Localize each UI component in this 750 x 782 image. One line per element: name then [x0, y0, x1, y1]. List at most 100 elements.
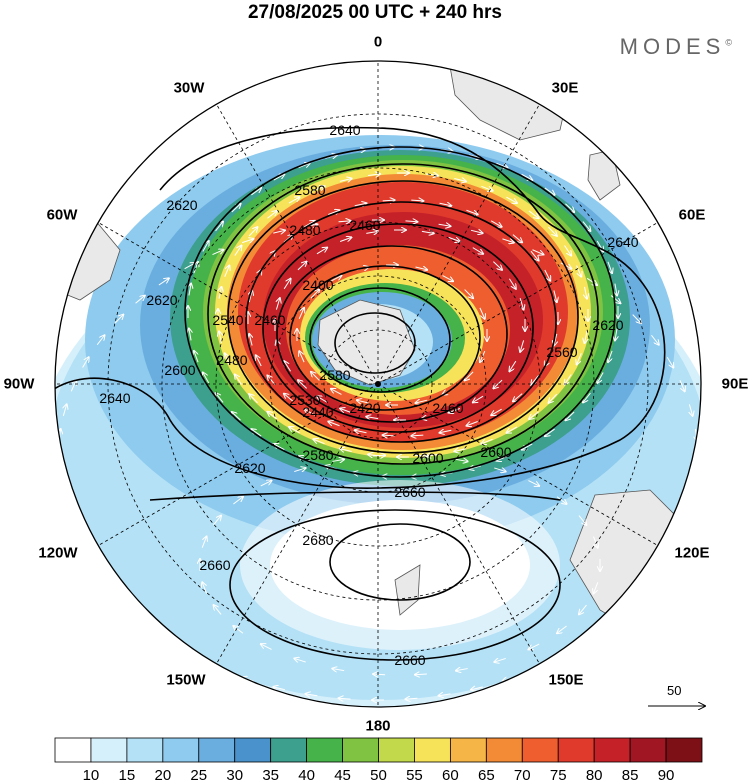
wind-vector — [71, 529, 77, 540]
wind-vector — [215, 222, 223, 232]
wind-vector — [565, 374, 572, 384]
contour-label: 2400 — [302, 277, 333, 293]
wind-vector — [354, 203, 367, 206]
lon-label-150e: 150E — [548, 671, 584, 689]
wind-vector — [442, 275, 454, 282]
colorbar-tick-label: 85 — [622, 767, 639, 782]
wind-vector — [565, 411, 575, 420]
lon-label-120e: 120E — [674, 544, 710, 562]
wind-vector — [611, 616, 621, 625]
wind-vector — [289, 427, 300, 434]
wind-vector — [235, 374, 242, 385]
colorbar-tick-label: 20 — [154, 767, 171, 782]
wind-vector — [373, 455, 385, 456]
wind-vector — [382, 200, 395, 201]
wind-vector — [276, 298, 279, 310]
contour-label-text: 2530 — [289, 392, 320, 408]
wind-vector — [219, 331, 221, 344]
wind-vector — [578, 515, 587, 525]
colorbar-tick-label: 75 — [550, 767, 567, 782]
colorbar-tick-label: 15 — [119, 767, 136, 782]
wind-vector — [679, 380, 685, 391]
wind-vector — [63, 504, 66, 516]
wind-vector — [339, 237, 351, 242]
wind-vector — [82, 357, 89, 368]
contour-label-text: 2600 — [480, 444, 511, 460]
contour-label-text: 2460 — [349, 217, 380, 233]
contour-label-text: 2420 — [349, 400, 380, 416]
colorbar-swatch — [198, 737, 236, 763]
wind-vector — [233, 497, 243, 505]
wind-vector — [454, 178, 466, 181]
contour-label: 2620 — [592, 317, 623, 333]
wind-vector — [249, 334, 252, 346]
wind-vector — [471, 687, 483, 690]
wind-vector — [298, 163, 310, 169]
contour-label-text: 2620 — [146, 292, 177, 308]
wind-vector — [288, 197, 299, 204]
contour-label: 2640 — [607, 234, 638, 250]
contour-2600 — [207, 163, 599, 465]
wind-vector — [513, 393, 523, 402]
lon-label-120w: 120W — [38, 544, 78, 562]
wind-vector — [615, 328, 617, 341]
colorbar-tick-label: 90 — [658, 767, 675, 782]
wind-vector — [667, 552, 674, 562]
wind-vector — [615, 283, 617, 296]
wind-vector — [695, 479, 697, 491]
wind-vector — [184, 263, 196, 270]
wind-vector — [439, 203, 452, 206]
contour-2640 — [55, 126, 666, 489]
wind-vector — [689, 503, 692, 516]
contour-label-text: 2680 — [302, 532, 333, 548]
wind-vector — [274, 444, 285, 451]
wind-vector — [586, 277, 597, 285]
wind-vector — [405, 221, 417, 222]
wind-vector — [481, 185, 492, 190]
wind-vector — [159, 635, 170, 643]
colorbar-swatch — [593, 737, 631, 763]
contour-label-text: 2660 — [199, 557, 230, 573]
colorbar-swatch — [629, 737, 667, 763]
wind-vector — [529, 411, 539, 419]
wind-vector — [532, 249, 543, 255]
wind-vector — [465, 371, 474, 381]
wind-vector — [507, 426, 518, 433]
contour-2440 — [289, 265, 481, 411]
contour-label-text: 2580 — [319, 367, 350, 383]
wind-vector — [202, 582, 207, 594]
brand-logo: MODES© — [620, 34, 732, 60]
contour-label: 2580 — [294, 182, 325, 198]
contour-label: 2660 — [394, 652, 425, 668]
wind-vector — [405, 698, 418, 699]
reference-vector-label: 50 — [667, 683, 682, 698]
colorbar-swatch — [126, 737, 164, 763]
wind-vector — [357, 400, 369, 403]
wind-vector — [284, 361, 292, 372]
wind-vector — [416, 400, 428, 403]
wind-vector — [328, 422, 340, 427]
wind-vector — [633, 596, 642, 606]
wind-vector — [421, 231, 434, 233]
contour-label: 2640 — [329, 122, 360, 138]
wind-vector — [316, 248, 327, 255]
wind-vector — [267, 211, 277, 219]
wind-vector — [632, 314, 641, 324]
wind-vector — [96, 335, 104, 346]
contour-label: 2480 — [216, 352, 247, 368]
wind-vector — [231, 204, 241, 213]
contour-label-text: 2540 — [212, 312, 243, 328]
wind-vector — [479, 307, 485, 319]
graticule — [55, 61, 701, 707]
wind-vector — [241, 239, 253, 243]
colorbar-tick-label: 80 — [586, 767, 603, 782]
colorbar-swatch — [485, 737, 523, 763]
wind-vector — [340, 409, 352, 414]
colorbar-swatch — [234, 737, 272, 763]
colorbar-tick-label: 40 — [298, 767, 315, 782]
wind-vector — [689, 404, 692, 416]
wind-vector — [494, 468, 505, 472]
wind-vector — [201, 537, 206, 548]
wind-vector — [313, 186, 324, 192]
wind-vector — [531, 375, 539, 384]
